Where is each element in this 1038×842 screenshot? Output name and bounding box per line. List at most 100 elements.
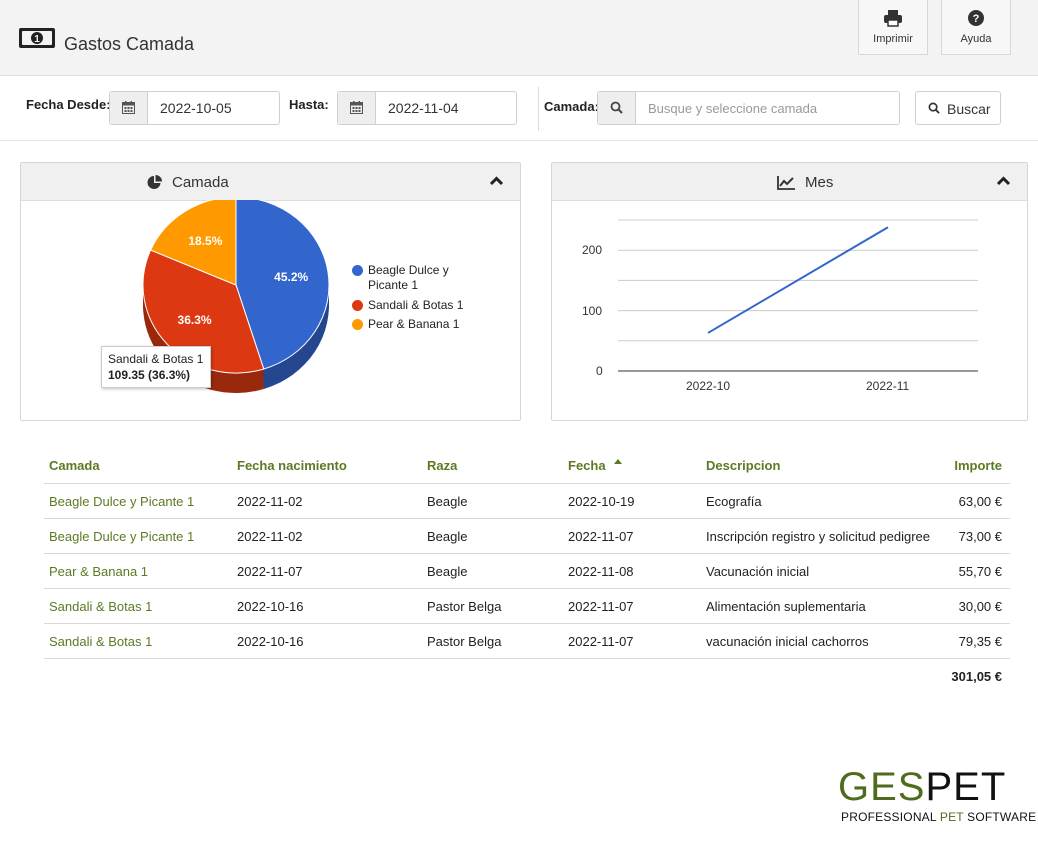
svg-text:1: 1 xyxy=(34,34,40,45)
pie-slice-label: 36.3% xyxy=(177,313,212,328)
brand-tagline: PROFESSIONAL PET SOFTWARE xyxy=(841,810,1037,824)
printer-icon xyxy=(884,10,902,27)
pie-slice[interactable] xyxy=(142,249,265,374)
litter-label: Camada: xyxy=(544,99,599,114)
print-label: Imprimir xyxy=(873,33,913,45)
legend-item[interactable]: Pear & Banana 1 xyxy=(368,317,460,331)
calendar-addon[interactable] xyxy=(338,92,376,124)
table-cell: Ecografía xyxy=(706,494,762,509)
litter-link[interactable]: Beagle Dulce y Picante 1 xyxy=(49,529,195,544)
legend-marker xyxy=(352,265,363,276)
column-header[interactable]: Camada xyxy=(49,458,100,473)
table-row[interactable]: Sandali & Botas 1 2022-10-16 Pastor Belga 2… xyxy=(44,588,1010,623)
help-button[interactable]: ? Ayuda xyxy=(941,0,1011,55)
litter-link[interactable]: Sandali & Botas 1 xyxy=(49,599,153,614)
litter-placeholder: Busque y seleccione camada xyxy=(648,101,818,116)
tooltip-value: 109.35 (36.3%) xyxy=(108,368,191,382)
column-header[interactable]: Importe xyxy=(954,458,1002,473)
table-cell: Vacunación inicial xyxy=(706,564,810,579)
litter-link[interactable]: Beagle Dulce y Picante 1 xyxy=(49,494,195,509)
table-footer: 301,05 € xyxy=(44,658,1010,693)
table-cell: Alimentación suplementaria xyxy=(706,599,866,614)
svg-text:?: ? xyxy=(973,13,980,25)
y-tick-label: 200 xyxy=(582,243,603,258)
table-cell: vacunación inicial cachorros xyxy=(706,634,869,649)
legend-marker xyxy=(352,319,363,330)
from-date-label: Fecha Desde: xyxy=(26,97,111,112)
table-cell: 55,70 € xyxy=(958,564,1002,579)
search-icon xyxy=(928,102,940,114)
column-header[interactable]: Fecha xyxy=(568,458,606,473)
pie-slice[interactable] xyxy=(235,200,330,370)
litter-link[interactable]: Pear & Banana 1 xyxy=(49,564,149,579)
brand-logo: GESPET xyxy=(838,765,1007,809)
month-chart-panel: Mes xyxy=(551,162,1028,421)
table-cell: 2022-11-07 xyxy=(568,599,634,614)
table-cell: 2022-10-16 xyxy=(237,634,304,649)
line-series[interactable] xyxy=(707,226,889,334)
pie-chart-icon xyxy=(147,175,162,189)
table-row[interactable]: Beagle Dulce y Picante 1 2022-11-02 Beagle… xyxy=(44,483,1010,518)
panel-header[interactable]: Mes xyxy=(552,163,1027,201)
table-cell: 79,35 € xyxy=(958,634,1002,649)
table-cell: Beagle xyxy=(427,564,468,579)
to-date-field[interactable]: 2022-11-04 xyxy=(337,91,517,125)
chevron-up-icon[interactable] xyxy=(996,176,1011,186)
table-cell: 2022-10-19 xyxy=(568,494,635,509)
litter-link[interactable]: Sandali & Botas 1 xyxy=(49,634,153,649)
x-tick-label: 2022-10 xyxy=(686,379,731,393)
from-date-field[interactable]: 2022-10-05 xyxy=(109,91,280,125)
to-date-value: 2022-11-04 xyxy=(388,100,459,116)
table-cell: 30,00 € xyxy=(958,599,1002,614)
table-cell: Beagle xyxy=(427,494,468,509)
help-label: Ayuda xyxy=(960,33,992,45)
x-tick-label: 2022-11 xyxy=(866,379,910,393)
line-chart-icon xyxy=(777,176,795,190)
top-bar: 1 Gastos Camada Imprimir ? Ayuda xyxy=(0,0,1038,76)
table-row[interactable]: Beagle Dulce y Picante 1 2022-11-02 Beagle… xyxy=(44,518,1010,553)
from-date-value: 2022-10-05 xyxy=(160,100,232,116)
search-button[interactable]: Buscar xyxy=(915,91,1001,125)
table-cell: 2022-11-02 xyxy=(237,494,303,509)
table-cell: 2022-11-07 xyxy=(568,634,634,649)
panel-header[interactable]: Camada xyxy=(21,163,520,201)
legend-item[interactable]: Sandali & Botas 1 xyxy=(368,298,464,312)
print-button[interactable]: Imprimir xyxy=(858,0,928,55)
column-header[interactable]: Raza xyxy=(427,458,458,473)
panel-title: Camada xyxy=(172,174,229,191)
table-row[interactable]: Pear & Banana 1 2022-11-07 Beagle 2022-11-0… xyxy=(44,553,1010,588)
table-cell: 2022-11-02 xyxy=(237,529,303,544)
table-cell: 2022-10-16 xyxy=(237,599,304,614)
column-header[interactable]: Descripcion xyxy=(706,458,781,473)
litter-search-select[interactable]: Busque y seleccione camada xyxy=(597,91,900,125)
table-cell: 73,00 € xyxy=(958,529,1002,544)
column-header[interactable]: Fecha nacimiento xyxy=(237,458,347,473)
page-title: Gastos Camada xyxy=(64,34,195,54)
calendar-addon[interactable] xyxy=(110,92,148,124)
chart-tooltip: Sandali & Botas 1 109.35 (36.3%) xyxy=(101,346,211,388)
pie-slice-label: 18.5% xyxy=(188,233,223,248)
search-icon xyxy=(610,101,623,114)
search-addon xyxy=(598,92,636,124)
panel-title: Mes xyxy=(805,174,834,191)
chevron-up-icon[interactable] xyxy=(489,176,504,186)
pie-slice[interactable] xyxy=(149,200,237,286)
table-cell: 2022-11-08 xyxy=(568,564,634,579)
tooltip-name: Sandali & Botas 1 xyxy=(108,352,204,366)
calendar-icon xyxy=(122,101,135,114)
table-row[interactable]: Sandali & Botas 1 2022-10-16 Pastor Belga 2… xyxy=(44,623,1010,658)
legend-item[interactable]: Beagle Dulce y Picante 1 xyxy=(368,263,449,292)
table-cell: 2022-11-07 xyxy=(237,564,303,579)
legend-marker xyxy=(352,300,363,311)
search-button-label: Buscar xyxy=(947,101,991,117)
table-cell: Pastor Belga xyxy=(427,634,502,649)
y-tick-label: 0 xyxy=(596,364,603,378)
divider xyxy=(538,87,539,131)
sort-asc-icon[interactable] xyxy=(614,459,622,464)
calendar-icon xyxy=(350,101,363,114)
filter-bar: Fecha Desde: 2022-10-05 Hasta: 2022-11-0… xyxy=(0,77,1038,141)
to-date-label: Hasta: xyxy=(289,97,329,112)
table-cell: 2022-11-07 xyxy=(568,529,634,544)
money-bill-icon: 1 xyxy=(19,28,55,48)
table-cell: 63,00 € xyxy=(958,494,1002,509)
